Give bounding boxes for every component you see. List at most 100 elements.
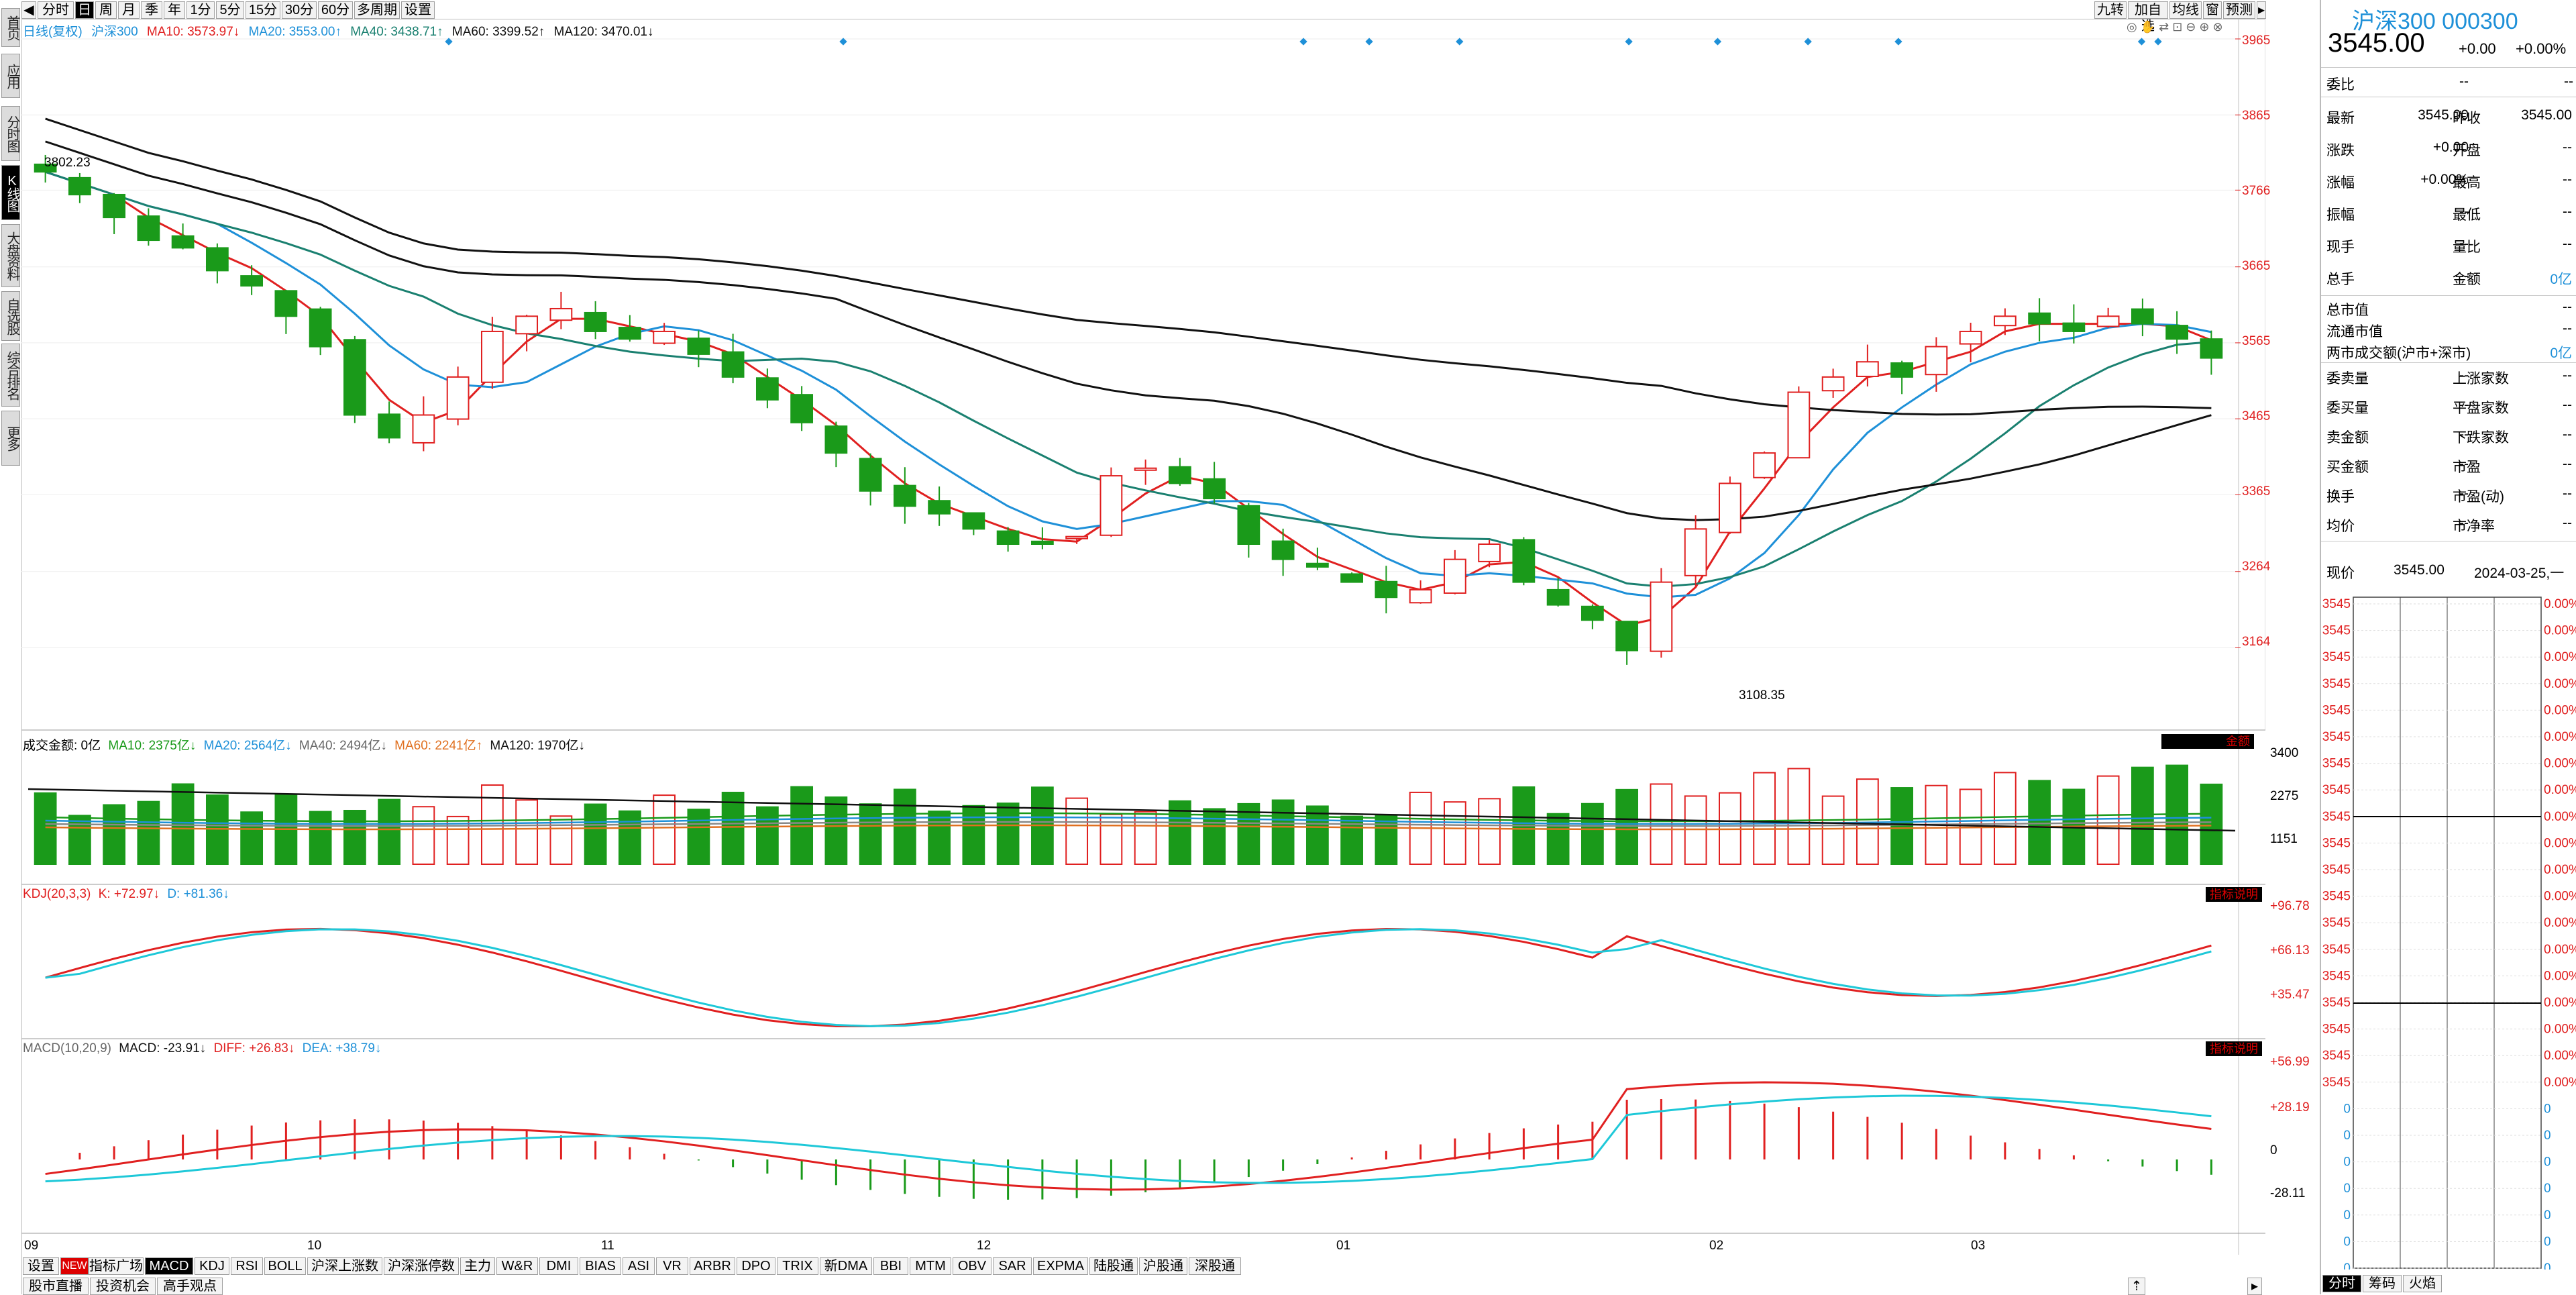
expand-icon[interactable]: ▸ bbox=[2257, 1, 2266, 19]
stat-value: -- bbox=[2563, 515, 2572, 531]
candle-body bbox=[2028, 312, 2051, 325]
quote-label: 金额 bbox=[2453, 272, 2481, 287]
info-tab-live[interactable]: 股市直播 bbox=[23, 1278, 89, 1295]
kdj-tick: +66.13 bbox=[2270, 943, 2310, 957]
left-nav-market-info[interactable]: 大盘资料 bbox=[1, 224, 20, 287]
indicator-tab-shengutong[interactable]: 深股通 bbox=[1189, 1257, 1241, 1275]
indicator-tab-main[interactable]: 主力 bbox=[460, 1257, 495, 1275]
period-tab-1min[interactable]: 1分 bbox=[186, 1, 215, 19]
indicator-tab-arbr[interactable]: ARBR bbox=[690, 1257, 735, 1275]
volume-bar bbox=[1305, 805, 1329, 865]
indicator-tab-mtm[interactable]: MTM bbox=[910, 1257, 951, 1275]
indicator-tab-asi[interactable]: ASI bbox=[623, 1257, 655, 1275]
quote-value: -- bbox=[2563, 204, 2572, 219]
left-nav-kline[interactable]: K线图 bbox=[1, 165, 20, 220]
period-tab-settings[interactable]: 设置 bbox=[401, 1, 435, 19]
candle-body bbox=[1753, 452, 1776, 478]
left-nav-home[interactable]: 首页 bbox=[1, 8, 20, 47]
indicator-tab-settings[interactable]: 设置 bbox=[23, 1257, 59, 1275]
vol-tick: 1151 bbox=[2270, 832, 2298, 846]
timeline-mini-chart[interactable]: 3545 0.00% 3545 0.00% 3545 0.00% 3545 0.00% 3545… bbox=[2321, 590, 2576, 1270]
period-tab-30min[interactable]: 30分 bbox=[282, 1, 317, 19]
indicator-tab-kdj[interactable]: KDJ bbox=[195, 1257, 229, 1275]
kline-chart[interactable] bbox=[21, 19, 2265, 1255]
mini-price-tick: 0 bbox=[2343, 1155, 2351, 1170]
tool-add-watchlist[interactable]: 加自选 bbox=[2128, 1, 2168, 34]
left-nav-timeline[interactable]: 分时图 bbox=[1, 106, 20, 161]
info-tab-experts[interactable]: 高手观点 bbox=[157, 1278, 223, 1295]
indicator-tab-sh-limit[interactable]: 沪深涨停数 bbox=[384, 1257, 459, 1275]
candle-body bbox=[2062, 322, 2086, 332]
volume-bar bbox=[859, 803, 882, 865]
mini-pct-tick: 0.00% bbox=[2544, 783, 2576, 797]
indicator-tab-newdma[interactable]: 新DMA bbox=[820, 1257, 872, 1275]
left-nav-watchlist[interactable]: 自选股 bbox=[1, 291, 20, 341]
period-tab-day[interactable]: 日 bbox=[75, 1, 94, 19]
indicator-tab-vr[interactable]: VR bbox=[656, 1257, 688, 1275]
mini-tab-chips[interactable]: 筹码 bbox=[2363, 1275, 2402, 1292]
tool-ma[interactable]: 均线 bbox=[2169, 1, 2202, 19]
mini-tab-flame[interactable]: 火焰 bbox=[2403, 1275, 2442, 1292]
mini-price-tick: 0 bbox=[2343, 1208, 2351, 1223]
signal-marker bbox=[1625, 38, 1633, 46]
indicator-tab-new-badge: NEW bbox=[60, 1257, 89, 1275]
indicator-tab-obv[interactable]: OBV bbox=[953, 1257, 991, 1275]
period-tab-month[interactable]: 月 bbox=[118, 1, 140, 19]
period-tab-multi[interactable]: 多周期 bbox=[354, 1, 400, 19]
period-tab-5min[interactable]: 5分 bbox=[216, 1, 244, 19]
period-tab-15min[interactable]: 15分 bbox=[246, 1, 280, 19]
mini-pct-tick: 0.00% bbox=[2544, 650, 2576, 664]
ma40-line bbox=[45, 170, 2212, 588]
indicator-tab-dpo[interactable]: DPO bbox=[737, 1257, 775, 1275]
candle-body bbox=[618, 327, 641, 340]
indicator-tab-lugutong[interactable]: 陆股通 bbox=[1089, 1257, 1138, 1275]
left-nav-more[interactable]: 更多 bbox=[1, 411, 20, 466]
indicator-tab-bbi[interactable]: BBI bbox=[873, 1257, 908, 1275]
candle-body bbox=[68, 176, 91, 196]
left-nav-apps[interactable]: 应用 bbox=[1, 54, 20, 98]
indicator-tab-boll[interactable]: BOLL bbox=[264, 1257, 306, 1275]
info-tab-opportunity[interactable]: 投资机会 bbox=[90, 1278, 156, 1295]
mini-pct-tick: 0 bbox=[2544, 1129, 2551, 1143]
tool-forecast[interactable]: 预测 bbox=[2223, 1, 2255, 19]
quote-value: -- bbox=[2459, 236, 2469, 252]
quote-value: -- bbox=[2459, 268, 2469, 284]
indicator-tab-bias[interactable]: BIAS bbox=[580, 1257, 621, 1275]
indicator-tab-trix[interactable]: TRIX bbox=[777, 1257, 818, 1275]
date-tick: 03 bbox=[1971, 1239, 1986, 1253]
mini-tab-timeline[interactable]: 分时 bbox=[2322, 1275, 2361, 1292]
period-tab-year[interactable]: 年 bbox=[164, 1, 185, 19]
period-tab-timeline[interactable]: 分时 bbox=[38, 1, 74, 19]
vol-ma120-line bbox=[28, 788, 2236, 832]
stat-value: -- bbox=[2459, 427, 2469, 442]
indicator-tab-rsi[interactable]: RSI bbox=[231, 1257, 263, 1275]
chart-tool-icons[interactable]: ◎ ✋ ⇄ ⊡ ⊖ ⊕ ⊗ bbox=[2127, 20, 2223, 34]
indicator-tab-wr[interactable]: W&R bbox=[496, 1257, 538, 1275]
indicator-tab-sh-up[interactable]: 沪深上涨数 bbox=[307, 1257, 382, 1275]
vol-tick: 3400 bbox=[2270, 746, 2299, 760]
volume-bar bbox=[1821, 795, 1845, 865]
indicator-tab-expma[interactable]: EXPMA bbox=[1033, 1257, 1088, 1275]
volume-bar bbox=[584, 803, 607, 866]
kdj-help-badge[interactable]: 指标说明 bbox=[2206, 887, 2262, 902]
indicator-tab-sar[interactable]: SAR bbox=[993, 1257, 1032, 1275]
kdj-legend: KDJ(20,3,3) K: +72.97↓ D: +81.36↓ bbox=[23, 887, 229, 902]
tool-window[interactable]: 窗 bbox=[2203, 1, 2222, 19]
indicator-tab-macd[interactable]: MACD bbox=[145, 1257, 193, 1275]
volume-bar bbox=[1443, 801, 1466, 866]
collapse-icon[interactable]: ◀ bbox=[21, 1, 36, 19]
volume-metric-badge[interactable]: 金额 bbox=[2161, 734, 2254, 749]
period-tab-60min[interactable]: 60分 bbox=[318, 1, 353, 19]
indicator-tab-plaza[interactable]: 指标广场 bbox=[89, 1257, 144, 1275]
period-tab-week[interactable]: 周 bbox=[95, 1, 117, 19]
indicator-tab-hugutong[interactable]: 沪股通 bbox=[1139, 1257, 1187, 1275]
macd-help-badge[interactable]: 指标说明 bbox=[2206, 1041, 2262, 1056]
left-nav-ranking[interactable]: 综合排名 bbox=[1, 344, 20, 407]
period-tab-quarter[interactable]: 季 bbox=[141, 1, 162, 19]
candle-body bbox=[446, 376, 470, 420]
scroll-up-icon[interactable]: ⇡ bbox=[2128, 1278, 2145, 1295]
expand-panel-icon[interactable]: ▸ bbox=[2247, 1278, 2262, 1295]
stat-value: -- bbox=[2459, 397, 2469, 413]
tool-jiuzhuan[interactable]: 九转 bbox=[2094, 1, 2127, 19]
indicator-tab-dmi[interactable]: DMI bbox=[539, 1257, 578, 1275]
